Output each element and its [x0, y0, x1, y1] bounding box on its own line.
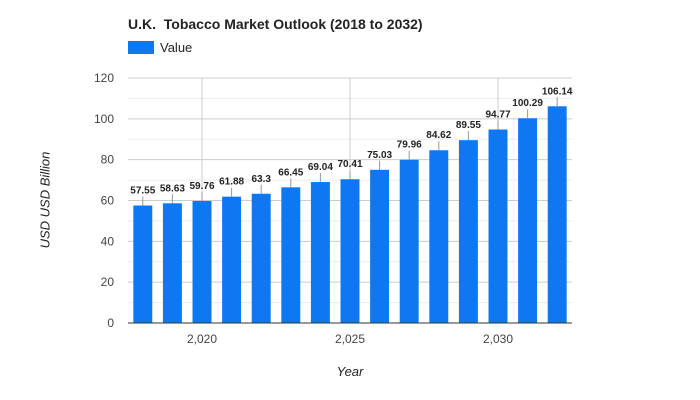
- bar: [192, 200, 212, 323]
- y-tick-label: 60: [101, 194, 115, 208]
- x-tick-label: 2,020: [187, 332, 217, 346]
- bars: [133, 106, 567, 324]
- data-label: 106.14: [542, 86, 573, 97]
- data-label: 63.3: [251, 174, 271, 185]
- bar: [251, 193, 271, 323]
- y-axis-title: USD USD Billion: [37, 151, 53, 249]
- bar: [370, 169, 390, 323]
- data-label: 61.88: [219, 177, 244, 188]
- y-tick-label: 0: [107, 316, 114, 330]
- data-label: 58.63: [160, 183, 185, 194]
- bar: [547, 106, 567, 323]
- bar: [162, 203, 182, 323]
- bar: [222, 196, 242, 323]
- bar: [399, 159, 419, 323]
- bar: [133, 205, 153, 323]
- bar: [458, 140, 478, 323]
- data-label: 66.45: [278, 167, 303, 178]
- x-tick-label: 2,030: [483, 332, 513, 346]
- data-label: 100.29: [512, 98, 543, 109]
- x-tick-label: 2,025: [335, 332, 365, 346]
- legend-label: Value: [160, 40, 193, 55]
- bar: [488, 129, 508, 323]
- data-label: 69.04: [308, 162, 333, 173]
- data-label: 79.96: [397, 140, 422, 151]
- x-axis-title: Year: [336, 364, 364, 379]
- bar: [281, 187, 301, 323]
- data-labels: 57.55 58.63 59.76 61.88 63.3 66.45 69.04 70.41 7…: [130, 86, 573, 206]
- data-label: 75.03: [367, 150, 392, 161]
- bar: [340, 179, 360, 323]
- y-tick-label: 20: [101, 275, 115, 289]
- axes: 0 20 40 60 80 100 120 2,020 2,025 2,030: [94, 71, 572, 346]
- legend: Value: [128, 40, 192, 55]
- y-tick-label: 80: [101, 153, 115, 167]
- chart-title: U.K. Tobacco Market Outlook (2018 to 203…: [128, 16, 423, 32]
- legend-swatch: [128, 41, 154, 54]
- data-label: 89.55: [456, 120, 481, 131]
- bar: [310, 182, 330, 323]
- data-label: 84.62: [426, 130, 451, 141]
- bar: [518, 118, 538, 324]
- data-label: 70.41: [337, 159, 362, 170]
- y-tick-label: 40: [101, 234, 115, 248]
- bar: [429, 150, 449, 323]
- y-tick-label: 120: [94, 71, 114, 85]
- y-tick-label: 100: [94, 112, 114, 126]
- data-label: 57.55: [130, 186, 155, 197]
- data-label: 59.76: [189, 181, 214, 192]
- data-label: 94.77: [485, 110, 510, 121]
